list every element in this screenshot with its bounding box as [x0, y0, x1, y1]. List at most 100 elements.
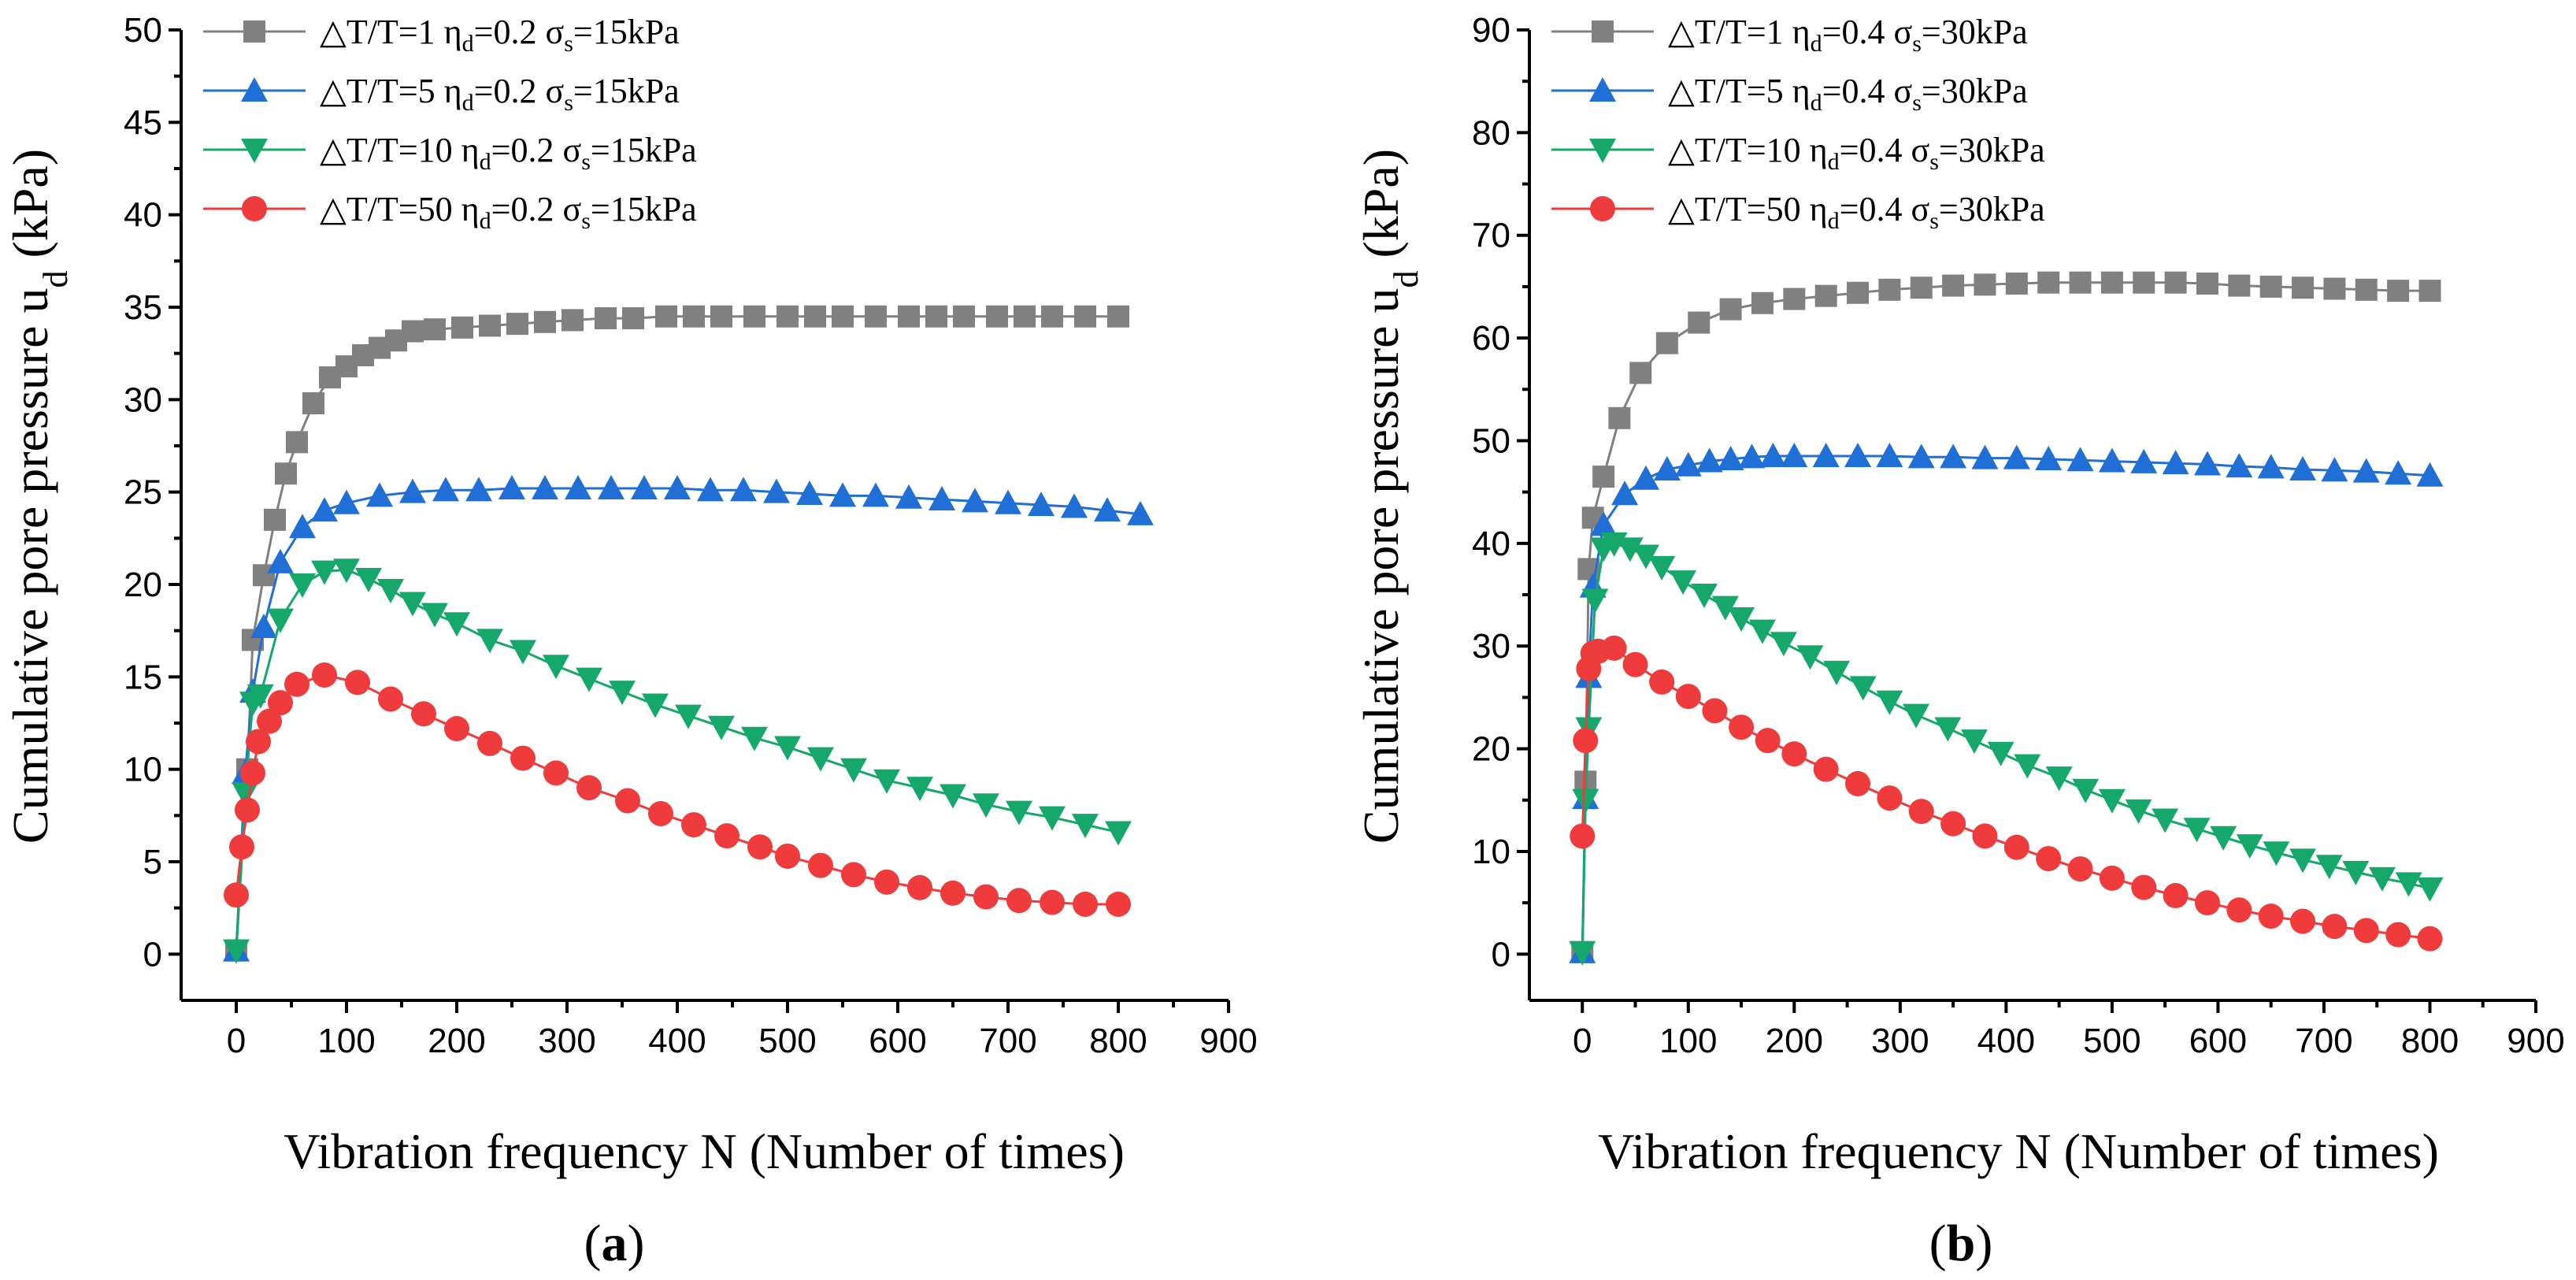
data-point: [2259, 275, 2282, 298]
y-tick-label: 45: [124, 103, 162, 142]
legend-label: △T/T=1 ηd=0.2 σs=15kPa: [320, 13, 680, 57]
data-point: [1107, 305, 1129, 328]
data-point: [2368, 866, 2396, 892]
data-point: [807, 747, 834, 772]
data-point: [995, 489, 1021, 514]
y-tick-label: 40: [124, 196, 162, 235]
data-point: [2036, 846, 2062, 872]
data-point: [275, 462, 297, 485]
data-point: [598, 474, 625, 499]
legend-marker: [242, 196, 267, 221]
data-point: [1690, 584, 1718, 609]
data-point: [345, 670, 370, 696]
data-point: [2292, 276, 2315, 299]
data-point: [925, 305, 947, 328]
data-point: [1608, 406, 1631, 429]
data-point: [284, 671, 309, 697]
data-point: [1040, 889, 1065, 915]
data-point: [1590, 511, 1618, 536]
data-point: [1648, 555, 1676, 581]
data-point: [642, 693, 669, 718]
data-point: [1823, 660, 1851, 685]
legend-label: △T/T=1 ηd=0.4 σs=30kPa: [1668, 13, 2028, 57]
data-point: [402, 320, 424, 343]
legend-marker: [1589, 77, 1616, 102]
legend: △T/T=1 ηd=0.2 σs=15kPa △T/T=5 ηd=0.2 σs=1…: [203, 13, 697, 234]
data-point: [432, 477, 459, 502]
series-line: [235, 315, 1118, 951]
data-point: [1717, 445, 1744, 470]
series-triangle-down: [1569, 532, 2444, 966]
data-point: [2289, 455, 2317, 480]
y-tick-label: 35: [124, 288, 162, 327]
data-point: [1074, 305, 1096, 328]
data-point: [2193, 451, 2221, 476]
data-point: [311, 497, 338, 522]
data-point: [333, 558, 360, 584]
legend-entry: △T/T=50 ηd=0.4 σs=30kPa: [1551, 190, 2045, 234]
data-point: [1675, 684, 1701, 710]
data-point: [953, 305, 975, 328]
data-point: [1572, 788, 1599, 814]
x-axis-title: Vibration frequency N (Number of times): [1598, 1123, 2439, 1179]
series-square: [1571, 271, 2441, 963]
data-point: [2228, 274, 2251, 297]
data-point: [2418, 280, 2441, 302]
x-tick-label: 400: [648, 1022, 706, 1060]
data-point: [940, 880, 966, 906]
data-point: [1702, 698, 1728, 724]
data-point: [268, 690, 293, 716]
legend-marker: [1592, 20, 1614, 43]
data-point: [1581, 588, 1609, 614]
data-point: [2387, 280, 2410, 302]
data-point: [2395, 872, 2422, 897]
legend-marker: [241, 77, 268, 102]
data-point: [267, 608, 294, 633]
data-point: [510, 745, 536, 771]
data-point: [264, 508, 286, 531]
data-point: [223, 939, 250, 964]
data-point: [1972, 823, 1998, 849]
data-point: [302, 392, 324, 415]
x-tick-label: 300: [538, 1022, 595, 1060]
data-point: [940, 784, 966, 809]
data-point: [2125, 799, 2152, 824]
y-axis-title-subscript: d: [36, 271, 75, 288]
x-tick-label: 200: [1766, 1022, 1823, 1060]
data-point: [664, 474, 691, 499]
data-point: [224, 882, 249, 908]
data-point: [1813, 756, 1839, 782]
data-point: [229, 834, 254, 860]
data-point: [2353, 918, 2379, 944]
data-point: [928, 486, 955, 511]
data-point: [506, 313, 528, 336]
series-marks: [223, 305, 1154, 964]
data-point: [1814, 284, 1837, 307]
data-point: [1622, 651, 1648, 677]
data-point: [565, 474, 591, 499]
data-point: [648, 800, 673, 826]
data-point: [763, 478, 790, 503]
data-point: [543, 655, 569, 680]
data-point: [1106, 891, 1131, 917]
data-point: [2385, 922, 2411, 948]
data-point: [1655, 332, 1678, 354]
data-point: [2183, 818, 2211, 843]
data-point: [1073, 891, 1098, 917]
data-point: [1770, 632, 1797, 657]
data-point: [906, 777, 933, 802]
data-point: [257, 708, 282, 734]
x-tick-label: 700: [979, 1022, 1036, 1060]
data-point: [1934, 717, 1962, 742]
legend-entry: △T/T=10 ηd=0.4 σs=30kPa: [1551, 131, 2045, 175]
data-point: [289, 514, 316, 539]
legend-label: △T/T=10 ηd=0.4 σs=30kPa: [1668, 131, 2045, 175]
data-point: [1570, 823, 1596, 849]
data-point: [479, 314, 501, 337]
y-axis-title: Cumulative pore pressure ud (kPa): [2, 149, 75, 844]
data-point: [1812, 443, 1840, 468]
x-tick-label: 0: [1573, 1022, 1592, 1060]
data-point: [675, 704, 702, 729]
data-point: [246, 729, 271, 755]
